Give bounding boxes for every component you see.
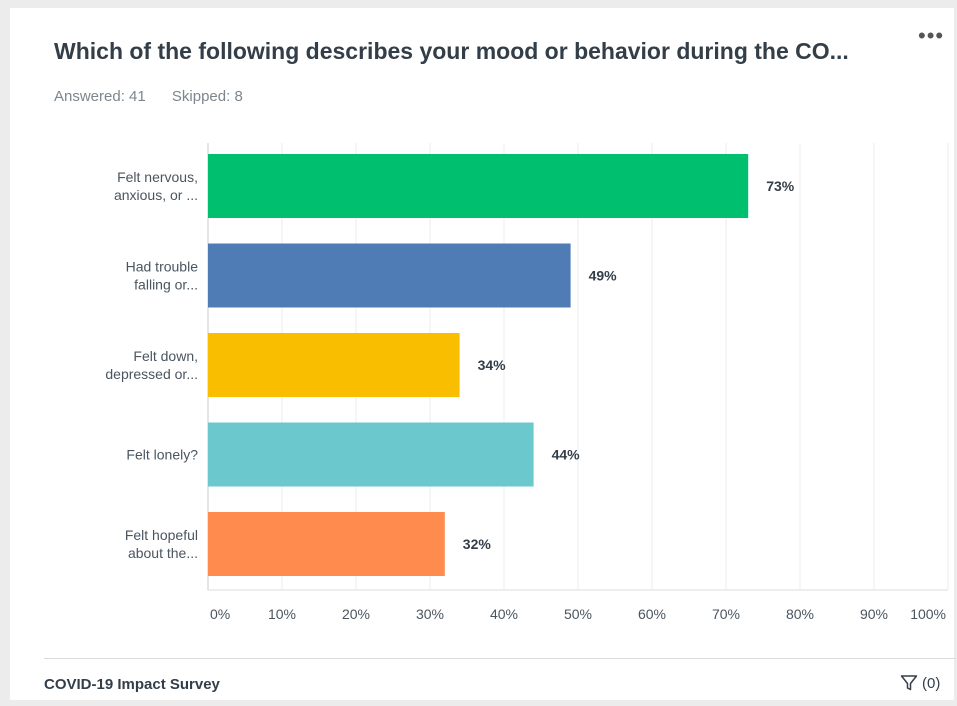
question-title: Which of the following describes your mo… — [54, 38, 849, 64]
x-tick-label: 40% — [490, 606, 518, 622]
category-label: Felt lonely? — [126, 447, 198, 463]
category-label: about the... — [128, 545, 198, 561]
bar — [208, 512, 445, 576]
x-tick-label: 70% — [712, 606, 740, 622]
more-options-icon[interactable]: ••• — [918, 23, 945, 48]
category-label: depressed or... — [105, 366, 198, 382]
category-label: Had trouble — [126, 259, 199, 275]
category-label: falling or... — [134, 277, 198, 293]
data-label: 49% — [589, 268, 618, 284]
bar-chart: 0% 10% 20% 30% 40% 50% 60% 70% 80% 90% 100% Felt ne… — [105, 143, 949, 622]
x-tick-label: 0% — [210, 606, 230, 622]
data-label: 44% — [552, 447, 581, 463]
category-label: anxious, or ... — [114, 187, 198, 203]
x-tick-label: 10% — [268, 606, 296, 622]
response-stats: Answered: 41 Skipped: 8 — [54, 88, 243, 105]
filter-icon — [900, 675, 918, 691]
bar — [208, 422, 534, 487]
x-tick-label: 80% — [786, 606, 814, 622]
survey-name: COVID-19 Impact Survey — [44, 676, 220, 693]
x-tick-label: 90% — [860, 606, 888, 622]
data-label: 32% — [463, 536, 492, 552]
question-card: Which of the following describes your mo… — [10, 8, 956, 700]
x-tick-label: 50% — [564, 606, 592, 622]
category-label: Felt hopeful — [125, 527, 198, 543]
answered-count: Answered: 41 — [54, 88, 146, 105]
filter-button[interactable]: (0) — [900, 674, 940, 692]
x-tick-label: 60% — [638, 606, 666, 622]
category-label: Felt nervous, — [117, 169, 198, 185]
data-label: 34% — [478, 357, 507, 373]
bar — [208, 154, 749, 218]
filter-count: (0) — [922, 674, 941, 692]
skipped-count: Skipped: 8 — [171, 88, 243, 105]
x-tick-label: 20% — [342, 606, 370, 622]
bar — [208, 243, 571, 308]
x-tick-label: 100% — [910, 606, 946, 622]
footer-divider — [44, 658, 956, 659]
category-label: Felt down, — [133, 348, 198, 364]
x-tick-label: 30% — [416, 606, 444, 622]
data-label: 73% — [766, 178, 795, 194]
bar — [208, 333, 460, 397]
